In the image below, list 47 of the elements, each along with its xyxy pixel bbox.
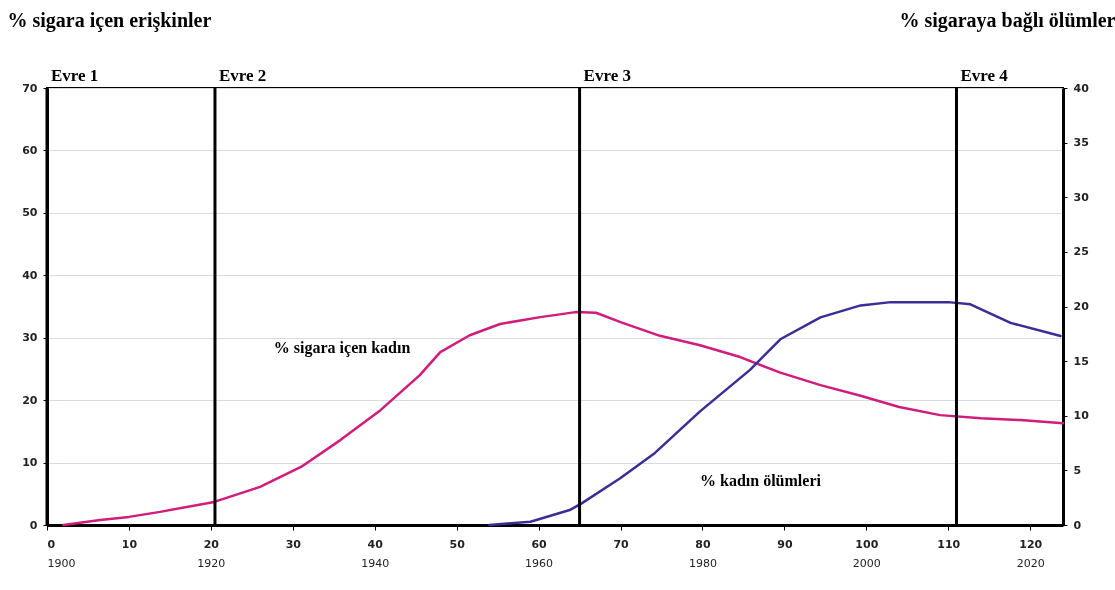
x-tick-label: 110 [937, 537, 961, 551]
y-axis-title: % sigara içen erişkinler [7, 8, 212, 32]
y2-axis-title: % sigaraya bağlı ölümler [899, 8, 1115, 32]
text: % kadın ölümleri [700, 472, 822, 490]
y2-tick-label: 0 [1073, 518, 1082, 532]
x2-tick-label: 1960 [525, 556, 554, 570]
y2-tick-label: 25 [1073, 245, 1089, 259]
ref-line-label: Evre 2 [218, 66, 267, 85]
x-tick-label: 70 [613, 537, 630, 551]
line-series [62, 310, 1065, 527]
x-tick-label: 120 [1019, 537, 1043, 551]
x2-tick-label: 2000 [852, 556, 881, 570]
x-tick-label: 80 [695, 537, 711, 551]
x2-tick-label: 1900 [47, 556, 76, 570]
x-tick-label: 30 [285, 537, 302, 551]
x-tick-label: 100 [855, 537, 879, 551]
y-tick-label: 40 [22, 268, 38, 282]
y2-tick-label: 5 [1073, 463, 1082, 477]
x2-tick-label: 1940 [361, 556, 390, 570]
x-tick-label: 10 [121, 537, 138, 551]
y-tick-label: 60 [22, 143, 38, 157]
x2-tick-label: 1920 [197, 556, 226, 570]
x2-tick-label: 1980 [688, 556, 717, 570]
ref-line-label: Evre 3 [583, 66, 631, 85]
x-tick-label: 20 [203, 537, 220, 551]
y2-tick-label: 35 [1073, 136, 1089, 150]
y-tick-label: 30 [22, 331, 38, 345]
y2-tick-label: 40 [1073, 81, 1090, 95]
line-series [488, 300, 1062, 527]
x2-tick-label: 2020 [1016, 556, 1045, 570]
x-tick-label: 60 [531, 537, 548, 551]
x-tick-label: 0 [47, 537, 56, 551]
y-tick-label: 20 [22, 393, 38, 407]
x-tick-label: 90 [777, 537, 793, 551]
ref-line-label: Evre 4 [960, 66, 1009, 85]
x-tick-label: 50 [449, 537, 466, 551]
y2-tick-label: 30 [1073, 190, 1090, 204]
y-tick-label: 0 [29, 518, 38, 532]
y2-tick-label: 20 [1073, 300, 1090, 313]
y2-tick-label: 15 [1073, 354, 1089, 368]
y2-tick-label: 10 [1073, 409, 1090, 423]
series-label: % sigara içen kadın [273, 339, 411, 358]
y-tick-label: 10 [22, 456, 38, 470]
y-tick-label: 50 [22, 206, 38, 220]
ref-line-label: Evre 1 [51, 66, 99, 85]
x-tick-label: 40 [367, 537, 384, 551]
y-tick-label: 70 [22, 81, 38, 95]
